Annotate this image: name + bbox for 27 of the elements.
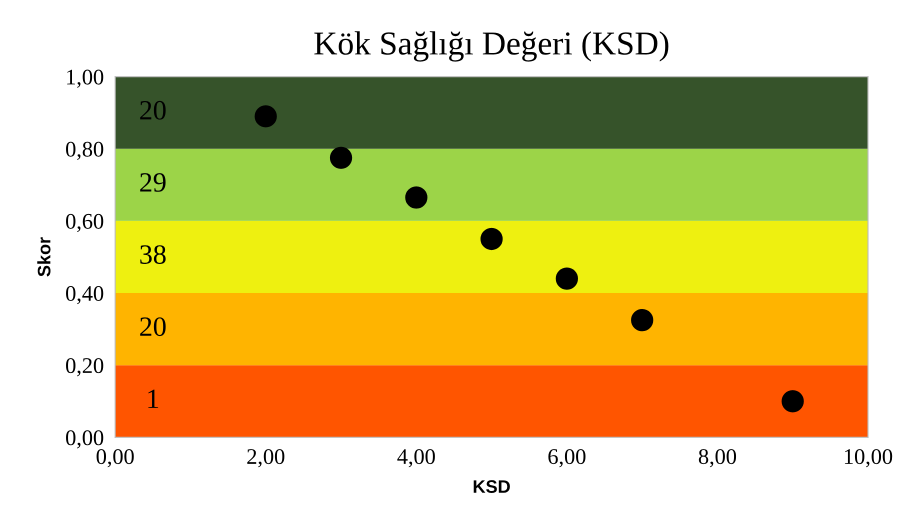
band-label: 20 [140, 100, 166, 120]
y-tick-label: 0,80 [66, 142, 104, 160]
y-tick-label: 0,60 [66, 214, 104, 232]
y-tick-label: 0,40 [66, 286, 104, 304]
band-label: 29 [140, 173, 166, 192]
point [782, 390, 804, 412]
band-label: 20 [140, 317, 166, 336]
point [631, 308, 654, 332]
point [405, 186, 428, 209]
y-axis-title: Skor [37, 237, 51, 277]
x-tick-label: 0,00 [96, 449, 134, 468]
band-label: 1 [148, 390, 158, 408]
point [330, 146, 352, 169]
point [254, 105, 277, 128]
x-tick-label: 4,00 [397, 449, 435, 468]
x-tick-label: 6,00 [548, 449, 586, 468]
y-tick-label: 0,20 [66, 358, 104, 376]
x-tick-label: 8,00 [698, 449, 736, 468]
chart-title: Kök Sağlığı Değeri (KSD) [314, 31, 668, 62]
point [556, 268, 578, 290]
x-tick-label: 2,00 [247, 449, 284, 468]
point [480, 228, 503, 250]
y-tick-label: 0,00 [66, 430, 104, 448]
x-tick-label: 10,00 [844, 449, 892, 468]
y-tick-label: 1,00 [67, 70, 104, 88]
x-axis-title: KSD [474, 480, 510, 493]
band-label: 38 [140, 245, 166, 264]
